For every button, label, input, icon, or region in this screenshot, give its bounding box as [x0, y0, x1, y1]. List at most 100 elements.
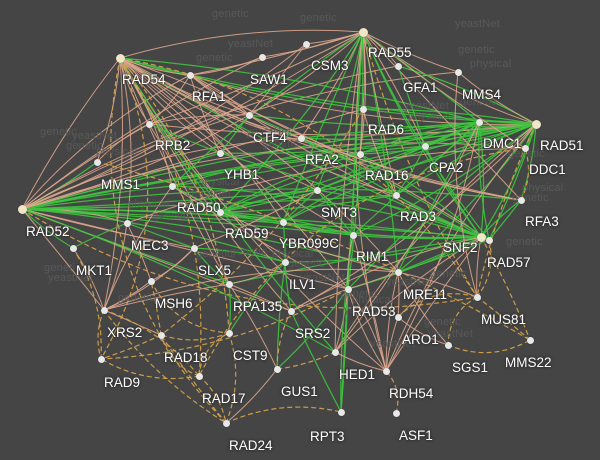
- edge-coexpression[interactable]: [21, 189, 318, 210]
- edge-genetic[interactable]: [520, 147, 530, 201]
- graph-node-mms22[interactable]: [526, 336, 534, 344]
- graph-node-rad53[interactable]: [344, 285, 352, 293]
- edge-physical[interactable]: [334, 351, 387, 372]
- edge-physical[interactable]: [228, 283, 292, 312]
- graph-node-mms1[interactable]: [93, 158, 101, 166]
- edge-genetic[interactable]: [160, 108, 364, 336]
- graph-node-aro1[interactable]: [394, 313, 402, 321]
- edge-coexpression[interactable]: [148, 123, 221, 154]
- edge-genetic[interactable]: [225, 406, 342, 424]
- graph-node-cst9[interactable]: [225, 329, 233, 337]
- edge-physical[interactable]: [189, 74, 250, 116]
- edge-genetic[interactable]: [96, 161, 531, 341]
- graph-node-rad50[interactable]: [168, 182, 176, 190]
- edge-physical[interactable]: [228, 283, 278, 370]
- edge-coexpression[interactable]: [228, 236, 482, 285]
- edge-coexpression[interactable]: [284, 261, 292, 312]
- graph-node-xrs2[interactable]: [100, 306, 108, 314]
- edge-genetic[interactable]: [385, 370, 399, 414]
- graph-node-dmc1[interactable]: [475, 118, 483, 126]
- edge-coexpression[interactable]: [228, 283, 231, 334]
- edge-coexpression[interactable]: [276, 288, 349, 370]
- edge-physical[interactable]: [119, 57, 349, 290]
- edge-physical[interactable]: [148, 123, 537, 136]
- edge-coexpression[interactable]: [21, 194, 397, 210]
- edge-coexpression[interactable]: [171, 185, 221, 213]
- edge-genetic[interactable]: [447, 296, 478, 346]
- graph-node-rfa2[interactable]: [297, 134, 305, 142]
- edge-coexpression[interactable]: [219, 123, 537, 154]
- edge-physical[interactable]: [397, 271, 449, 346]
- edge-physical[interactable]: [362, 31, 522, 201]
- edge-genetic[interactable]: [362, 31, 478, 298]
- graph-node-ybr099c[interactable]: [279, 218, 287, 226]
- edge-genetic[interactable]: [476, 123, 537, 298]
- edge-coexpression[interactable]: [397, 239, 490, 273]
- edge-genetic[interactable]: [150, 280, 230, 334]
- edge-coexpression[interactable]: [193, 247, 230, 285]
- graph-node-csm3[interactable]: [302, 40, 310, 48]
- edge-coexpression[interactable]: [478, 121, 490, 241]
- edge-genetic[interactable]: [100, 358, 200, 380]
- edge-coexpression[interactable]: [21, 208, 354, 236]
- graph-node-asf1[interactable]: [392, 409, 400, 417]
- edge-coexpression[interactable]: [171, 121, 480, 187]
- edge-physical[interactable]: [119, 57, 318, 191]
- edge-genetic[interactable]: [160, 332, 230, 341]
- edge-physical[interactable]: [334, 121, 480, 353]
- edge-coexpression[interactable]: [119, 57, 482, 238]
- edge-coexpression[interactable]: [359, 153, 482, 238]
- graph-node-rdh54[interactable]: [382, 367, 390, 375]
- graph-node-rfa1[interactable]: [186, 71, 194, 79]
- edge-coexpression[interactable]: [480, 123, 537, 238]
- edge-coexpression[interactable]: [478, 121, 485, 238]
- edge-physical[interactable]: [385, 121, 480, 372]
- edge-genetic[interactable]: [100, 288, 349, 360]
- edge-physical[interactable]: [248, 31, 364, 116]
- edge-genetic[interactable]: [160, 334, 227, 424]
- edge-coexpression[interactable]: [171, 185, 482, 238]
- graph-node-rad16[interactable]: [356, 150, 364, 158]
- edge-coexpression[interactable]: [219, 31, 364, 213]
- edge-coexpression[interactable]: [397, 65, 426, 147]
- graph-node-rad52[interactable]: [17, 204, 27, 214]
- edge-physical[interactable]: [290, 236, 482, 312]
- edge-physical[interactable]: [362, 31, 426, 147]
- edge-physical[interactable]: [103, 283, 230, 311]
- edge-physical[interactable]: [119, 57, 399, 273]
- edge-physical[interactable]: [148, 74, 191, 125]
- edge-genetic[interactable]: [397, 293, 478, 318]
- graph-node-yhb1[interactable]: [216, 149, 224, 157]
- edge-coexpression[interactable]: [362, 31, 482, 238]
- graph-node-ddc1[interactable]: [521, 144, 529, 152]
- edge-physical[interactable]: [397, 271, 478, 298]
- edge-genetic[interactable]: [119, 57, 478, 298]
- graph-node-gfa1[interactable]: [394, 62, 402, 70]
- edge-coexpression[interactable]: [282, 121, 480, 223]
- edge-physical[interactable]: [21, 65, 399, 210]
- graph-node-rad59[interactable]: [216, 208, 224, 216]
- graph-node-rad6[interactable]: [359, 105, 367, 113]
- edge-physical[interactable]: [21, 208, 105, 311]
- edge-genetic[interactable]: [480, 236, 531, 341]
- edge-physical[interactable]: [189, 74, 221, 154]
- edge-physical[interactable]: [119, 57, 250, 116]
- graph-node-smt3[interactable]: [313, 186, 321, 194]
- edge-coexpression[interactable]: [219, 153, 361, 213]
- edge-genetic[interactable]: [110, 57, 227, 424]
- edge-genetic[interactable]: [476, 296, 531, 341]
- edge-genetic[interactable]: [198, 375, 227, 424]
- edge-genetic[interactable]: [225, 332, 237, 424]
- edge-physical[interactable]: [352, 234, 387, 372]
- graph-node-rad57[interactable]: [485, 236, 493, 244]
- edge-coexpression[interactable]: [171, 123, 537, 187]
- edge-coexpression[interactable]: [219, 211, 354, 236]
- edge-coexpression[interactable]: [300, 137, 482, 238]
- edge-coexpression[interactable]: [520, 123, 537, 201]
- graph-node-snf2[interactable]: [476, 232, 486, 242]
- graph-node-mec3[interactable]: [123, 219, 131, 227]
- graph-node-mre11[interactable]: [394, 268, 402, 276]
- edge-genetic[interactable]: [21, 208, 478, 309]
- edge-physical[interactable]: [103, 280, 152, 311]
